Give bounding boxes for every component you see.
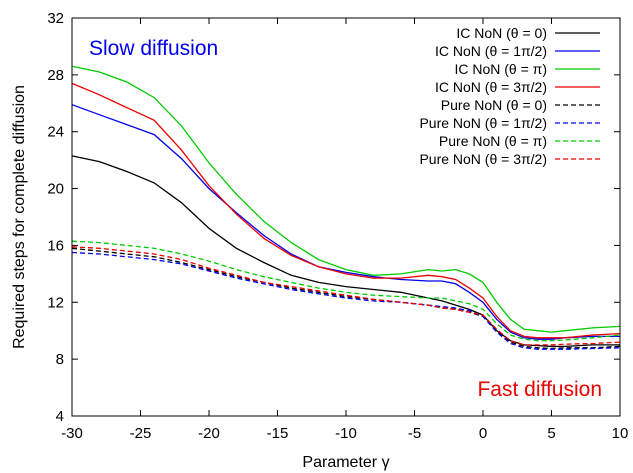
x-tick-label: 0 [479, 425, 487, 442]
series-line-3 [71, 65, 621, 333]
legend-label: Pure NoN (θ = 0) [441, 97, 547, 113]
series-line-8 [71, 246, 621, 346]
tick-layer: -30 -25 -20 -15 -10 -5 0 5 10 4 8 12 16 20 24 28 32 [47, 10, 628, 442]
x-axis-title: Parameter γ [302, 454, 389, 471]
x-tick-label: -25 [130, 425, 152, 442]
plot-frame [71, 17, 621, 417]
y-axis-title: Required steps for complete diffusion [11, 85, 28, 349]
legend-label: Pure NoN (θ = 3π/2) [419, 151, 547, 167]
x-tick-label: -10 [335, 425, 357, 442]
y-tick-label: 32 [47, 10, 64, 27]
x-tick-label: -30 [61, 425, 83, 442]
series-layer [71, 65, 621, 350]
x-tick-label: 5 [547, 425, 555, 442]
y-tick-label: 8 [56, 351, 64, 368]
series-line-7 [71, 240, 621, 342]
series-line-6 [71, 251, 621, 350]
x-tick-label: -20 [198, 425, 220, 442]
slow-diffusion-annotation: Slow diffusion [89, 37, 218, 60]
y-tick-label: 4 [56, 408, 64, 425]
x-tick-label: -15 [267, 425, 289, 442]
x-tick-label: -5 [408, 425, 421, 442]
y-tick-label: 16 [47, 237, 64, 254]
fast-diffusion-annotation: Fast diffusion [477, 378, 602, 401]
series-line-5 [71, 247, 621, 350]
y-tick-label: 20 [47, 181, 64, 198]
series-line-4 [71, 82, 621, 339]
legend-label: Pure NoN (θ = 1π/2) [419, 115, 547, 131]
y-tick-label: 28 [47, 67, 64, 84]
x-tick-label: 10 [612, 425, 629, 442]
legend: IC NoN (θ = 0) IC NoN (θ = 1π/2) IC NoN (θ… [419, 25, 600, 167]
legend-label: IC NoN (θ = 1π/2) [435, 43, 547, 59]
legend-label: IC NoN (θ = π) [454, 61, 547, 77]
legend-label: Pure NoN (θ = π) [439, 133, 547, 149]
legend-label: IC NoN (θ = 3π/2) [435, 79, 547, 95]
series-line-2 [71, 104, 620, 340]
series-line-1 [71, 155, 620, 348]
y-tick-label: 24 [47, 124, 64, 141]
legend-label: IC NoN (θ = 0) [456, 25, 547, 41]
y-tick-label: 12 [47, 294, 64, 311]
